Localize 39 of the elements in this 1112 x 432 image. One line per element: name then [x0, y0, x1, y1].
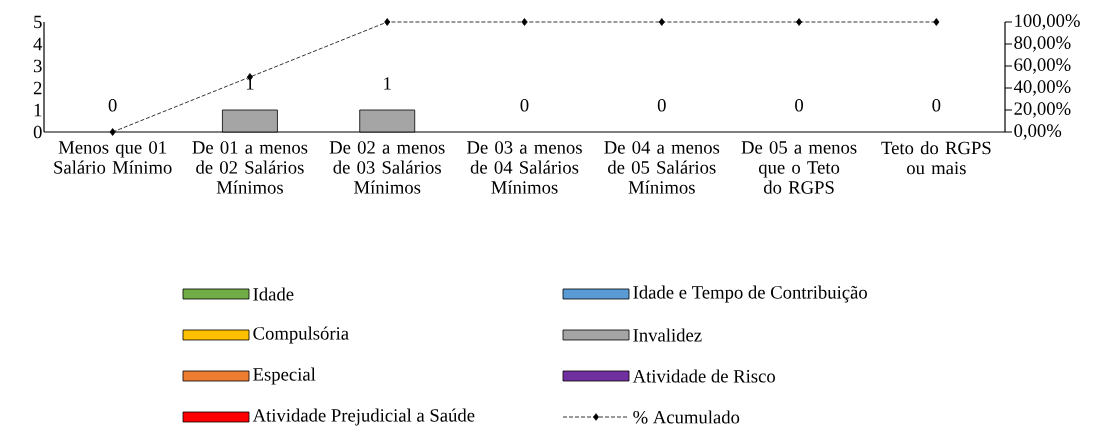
total-label: 0: [932, 98, 941, 112]
legend-label: Atividade de Risco: [632, 369, 775, 383]
x-tick-label: De 02 a menos de 03 Salários Mínimos: [329, 141, 445, 194]
legend-label: % Acumulado: [633, 410, 740, 424]
total-label: 0: [108, 98, 117, 112]
y-tick-label: 5: [34, 15, 42, 29]
point: [109, 128, 116, 136]
y-tick-label: 0: [33, 125, 42, 139]
x-tick-label: De 03 a menos de 04 Salários Mínimos: [466, 141, 582, 194]
point: [933, 18, 940, 26]
y2-tick-label: 20,00%: [1014, 102, 1071, 118]
point: [384, 18, 391, 26]
y-tick-label: 1: [34, 103, 42, 117]
point: [796, 18, 803, 26]
x-tick-label: De 04 a menos de 05 Salários Mínimos: [604, 141, 720, 194]
total-label: 0: [520, 98, 529, 112]
y2-tick-label: 0,00%: [1014, 124, 1062, 140]
x-tick-label: De 01 a menos de 02 Salários Mínimos: [192, 141, 308, 194]
y2-tick-label: 100,00%: [1015, 14, 1080, 30]
x-tick-label: Menos que 01 Salário Mínimo: [54, 141, 172, 174]
legend-label: Especial: [253, 367, 316, 385]
point: [521, 18, 528, 26]
legend-label: Atividade Prejudicial a Saúde: [252, 408, 475, 426]
point: [658, 18, 665, 26]
legend-label: Idade: [253, 287, 294, 301]
y-tick-label: 2: [33, 81, 42, 95]
y-tick-label: 3: [33, 59, 42, 73]
x-tick-label: Teto do RGPS ou mais: [881, 141, 991, 175]
y2-tick-label: 80,00%: [1014, 36, 1071, 52]
total-label: 0: [657, 98, 666, 112]
y2-tick-label: 40,00%: [1013, 80, 1071, 96]
y-tick-label: 4: [33, 37, 43, 51]
y2-tick-label: 60,00%: [1014, 58, 1071, 74]
legend-label: Invalidez: [633, 328, 702, 342]
x-tick-label: De 05 a menos que o Teto do RGPS: [741, 141, 857, 194]
legend-label: Idade e Tempo de Contribuição: [633, 285, 867, 303]
total-label: 1: [384, 77, 391, 90]
total-label: 0: [795, 98, 804, 112]
legend-label: Compulsória: [253, 326, 349, 344]
